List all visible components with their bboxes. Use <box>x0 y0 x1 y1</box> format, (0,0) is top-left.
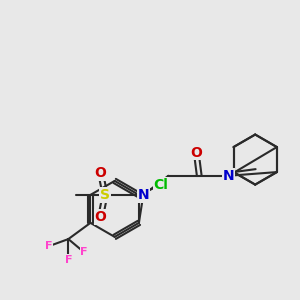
Text: Cl: Cl <box>154 178 168 192</box>
Text: O: O <box>190 146 202 160</box>
Text: N: N <box>223 169 235 183</box>
Text: F: F <box>45 241 53 251</box>
Text: S: S <box>100 188 110 202</box>
Text: O: O <box>95 210 106 224</box>
Text: N: N <box>137 188 149 202</box>
Text: F: F <box>64 255 72 265</box>
Text: O: O <box>95 166 106 180</box>
Text: F: F <box>80 247 88 257</box>
